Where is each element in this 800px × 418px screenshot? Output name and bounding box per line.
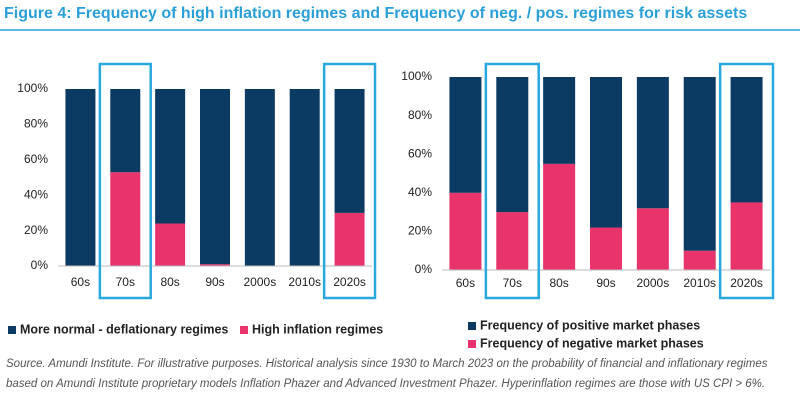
- bar-segment: [496, 77, 529, 213]
- bar-segment: [683, 77, 716, 251]
- legend-label: Frequency of negative market phases: [480, 336, 704, 350]
- x-tick-label: 2000s: [244, 275, 277, 289]
- x-tick-label: 2020s: [730, 276, 763, 290]
- bar-segment: [543, 77, 576, 164]
- highlight-box: [322, 62, 377, 300]
- x-tick-label: 2010s: [683, 276, 716, 290]
- bar-segment: [155, 223, 186, 266]
- highlight-box: [718, 62, 775, 300]
- legend-label: Frequency of positive market phases: [480, 318, 700, 332]
- bar-segment: [543, 163, 576, 270]
- bar-segment: [155, 89, 186, 224]
- y-tick-label: 20%: [408, 224, 432, 238]
- legend-marker: [468, 322, 476, 330]
- bar-segment: [244, 89, 275, 266]
- x-tick-label: 2010s: [288, 275, 321, 289]
- y-tick-label: 60%: [24, 152, 48, 166]
- y-tick-label: 100%: [17, 81, 48, 95]
- bar-segment: [334, 89, 365, 213]
- y-tick-label: 0%: [415, 262, 433, 276]
- legend-marker: [240, 326, 248, 334]
- legend-label: More normal - deflationary regimes: [20, 322, 228, 336]
- legend-marker: [8, 326, 16, 334]
- bar-segment: [730, 202, 763, 270]
- y-tick-label: 80%: [408, 108, 432, 122]
- bar-segment: [636, 77, 669, 209]
- bar-segment: [65, 89, 96, 266]
- bar-segment: [110, 89, 141, 173]
- y-tick-label: 40%: [24, 187, 48, 201]
- bar-segment: [334, 212, 365, 266]
- bar-segment: [683, 250, 716, 270]
- bar-segment: [590, 227, 622, 270]
- y-tick-label: 20%: [24, 223, 48, 237]
- x-tick-label: 80s: [549, 276, 568, 290]
- highlight-box: [484, 62, 540, 300]
- bar-segment: [289, 89, 320, 266]
- chart-title: Figure 4: Frequency of high inflation re…: [4, 5, 747, 22]
- y-tick-label: 80%: [24, 117, 48, 131]
- legend-marker: [468, 340, 476, 348]
- x-tick-label: 60s: [456, 276, 475, 290]
- bar-segment: [449, 77, 482, 193]
- x-tick-label: 70s: [116, 275, 135, 289]
- legend-label: High inflation regimes: [252, 322, 383, 336]
- x-tick-label: 90s: [596, 276, 615, 290]
- source-note: Source. Amundi Institute. For illustrati…: [6, 358, 768, 390]
- bar-segment: [496, 212, 529, 270]
- y-tick-label: 60%: [408, 146, 432, 160]
- y-tick-label: 0%: [31, 258, 49, 272]
- x-tick-label: 60s: [71, 275, 90, 289]
- bar-segment: [449, 192, 482, 270]
- highlight-box: [98, 62, 152, 300]
- x-tick-label: 2000s: [637, 276, 670, 290]
- x-tick-label: 2020s: [333, 275, 366, 289]
- x-tick-label: 80s: [160, 275, 179, 289]
- y-tick-label: 100%: [401, 69, 432, 83]
- bar-segment: [636, 208, 669, 270]
- x-tick-label: 90s: [205, 275, 224, 289]
- chart: Figure 4: Frequency of high inflation re…: [0, 5, 800, 350]
- x-tick-label: 70s: [503, 276, 522, 290]
- bar-segment: [730, 77, 763, 203]
- bar-segment: [110, 172, 141, 266]
- bar-segment: [590, 77, 622, 228]
- bar-segment: [200, 89, 230, 265]
- bar-segment: [200, 264, 230, 266]
- y-tick-label: 40%: [408, 185, 432, 199]
